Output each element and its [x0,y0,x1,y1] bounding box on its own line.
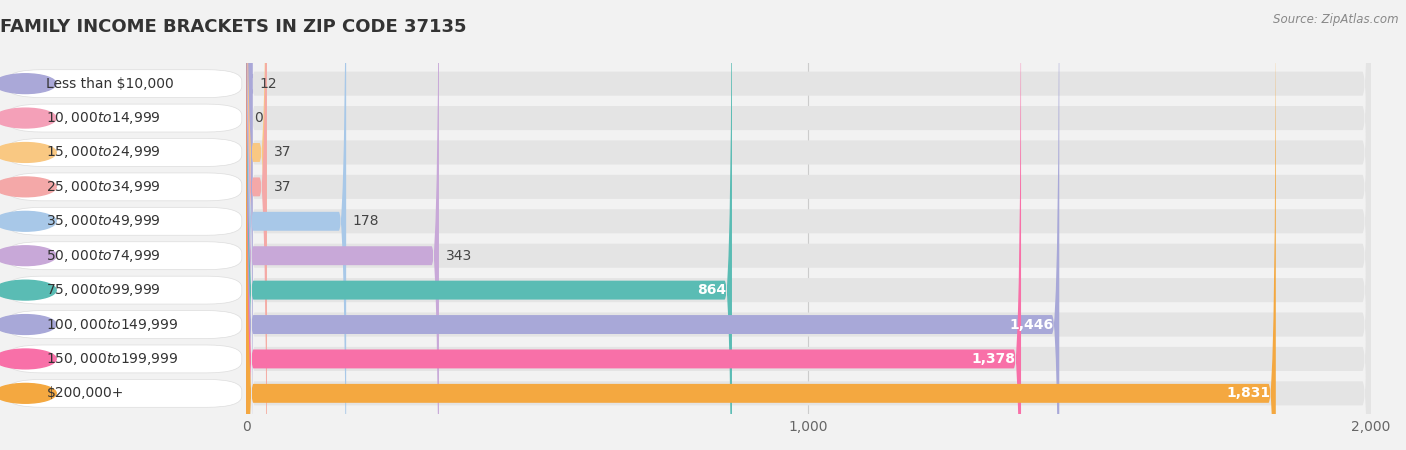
FancyBboxPatch shape [246,0,733,450]
Text: 37: 37 [274,145,291,159]
Text: 343: 343 [446,249,472,263]
FancyBboxPatch shape [246,0,1275,450]
Text: 37: 37 [274,180,291,194]
Text: 1,831: 1,831 [1226,387,1270,400]
FancyBboxPatch shape [246,0,1021,450]
Text: $75,000 to $99,999: $75,000 to $99,999 [46,282,162,298]
Text: $200,000+: $200,000+ [46,387,124,400]
FancyBboxPatch shape [246,0,1371,450]
FancyBboxPatch shape [246,0,346,450]
FancyBboxPatch shape [246,0,1371,450]
FancyBboxPatch shape [246,0,1371,450]
Text: $15,000 to $24,999: $15,000 to $24,999 [46,144,162,161]
Text: $10,000 to $14,999: $10,000 to $14,999 [46,110,162,126]
FancyBboxPatch shape [246,0,267,450]
FancyBboxPatch shape [246,0,439,450]
FancyBboxPatch shape [246,0,1371,450]
FancyBboxPatch shape [246,0,1371,450]
FancyBboxPatch shape [246,0,253,450]
Text: 178: 178 [353,214,380,228]
Text: Less than $10,000: Less than $10,000 [46,76,174,90]
Text: $25,000 to $34,999: $25,000 to $34,999 [46,179,162,195]
Text: 1,378: 1,378 [972,352,1015,366]
Text: $50,000 to $74,999: $50,000 to $74,999 [46,248,162,264]
Text: $35,000 to $49,999: $35,000 to $49,999 [46,213,162,230]
Text: 1,446: 1,446 [1010,318,1053,332]
FancyBboxPatch shape [246,0,1371,450]
Text: 864: 864 [697,283,727,297]
Text: FAMILY INCOME BRACKETS IN ZIP CODE 37135: FAMILY INCOME BRACKETS IN ZIP CODE 37135 [0,18,467,36]
FancyBboxPatch shape [246,0,1371,450]
FancyBboxPatch shape [246,0,1371,450]
FancyBboxPatch shape [246,0,1371,450]
Text: Source: ZipAtlas.com: Source: ZipAtlas.com [1274,14,1399,27]
FancyBboxPatch shape [246,0,267,450]
Text: 12: 12 [260,76,277,90]
Text: $150,000 to $199,999: $150,000 to $199,999 [46,351,179,367]
FancyBboxPatch shape [246,0,1059,450]
Text: 0: 0 [254,111,263,125]
Text: $100,000 to $149,999: $100,000 to $149,999 [46,316,179,333]
FancyBboxPatch shape [246,0,1371,450]
